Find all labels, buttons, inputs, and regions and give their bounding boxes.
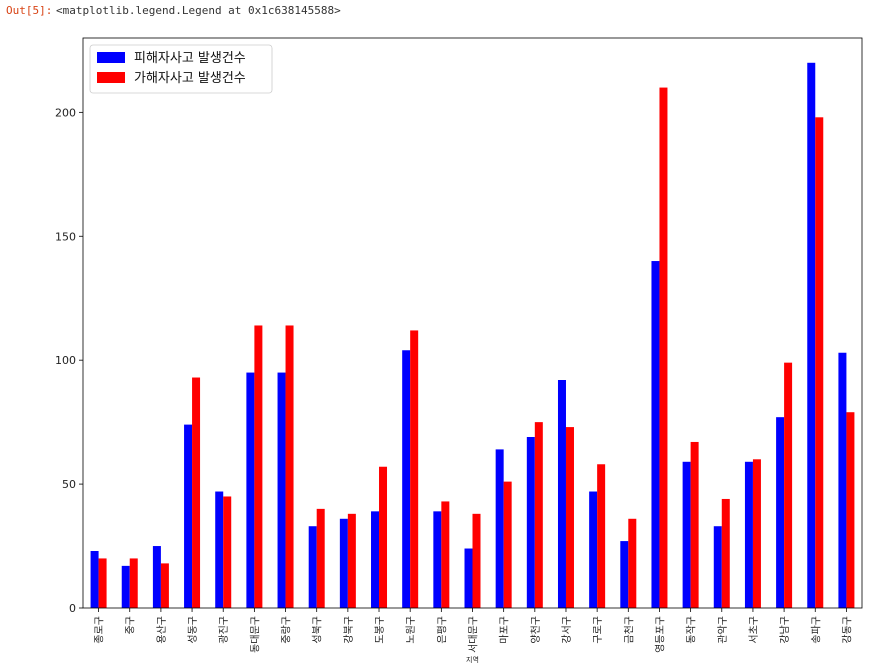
bar-victim-5	[246, 372, 255, 608]
x-axis: 종로구 중구 용산구 성동구 광진구 동대문구 중랑구 성북구 강북구 도봉구 노원구 은평구 서대문구…	[94, 608, 853, 653]
bar-offender-23	[815, 117, 824, 608]
bar-victim-13	[495, 449, 504, 608]
x-tick-label: 영등포구	[654, 616, 666, 653]
bar-offender-18	[659, 87, 668, 609]
bar-victim-23	[807, 62, 816, 609]
x-tick-label: 강북구	[343, 616, 355, 644]
bar-victim-15	[557, 380, 566, 608]
bar-offender-20	[721, 498, 730, 608]
bar-offender-8	[347, 513, 356, 608]
x-tick-label: 서초구	[748, 616, 760, 644]
x-tick-label: 중구	[125, 616, 137, 634]
x-tick-label: 동작구	[686, 616, 698, 644]
x-axis-label: 지역	[466, 655, 479, 664]
bar-offender-13	[503, 481, 512, 608]
bar-offender-9	[379, 466, 388, 608]
output-prompt: Out[5]:	[6, 4, 53, 17]
bar-offender-5	[254, 325, 263, 608]
x-tick-label: 광진구	[218, 616, 230, 644]
bar-victim-24	[838, 352, 847, 608]
bar-victim-14	[526, 437, 535, 608]
x-tick-label: 용산구	[156, 616, 168, 644]
legend-box	[89, 44, 273, 94]
x-tick-label: 금천구	[623, 616, 635, 644]
bar-victim-9	[371, 511, 380, 608]
bar-offender-1	[129, 558, 138, 608]
x-tick-label: 마포구	[499, 616, 511, 644]
x-tick-label: 구로구	[593, 616, 604, 644]
bar-victim-18	[651, 261, 660, 608]
bar-victim-10	[402, 350, 411, 608]
bar-victim-0	[90, 551, 99, 608]
bars-group	[90, 62, 855, 609]
bar-offender-22	[784, 362, 793, 608]
y-tick-label: 0	[69, 602, 76, 615]
bar-offender-14	[534, 422, 543, 608]
bar-victim-16	[589, 491, 598, 608]
bar-victim-19	[682, 461, 691, 608]
legend-label: 피해자사고 발생건수	[134, 51, 246, 66]
bar-offender-7	[316, 508, 325, 608]
bar-victim-17	[620, 541, 629, 608]
bar-victim-4	[215, 491, 224, 608]
x-tick-label: 강남구	[779, 616, 791, 644]
output-text: <matplotlib.legend.Legend at 0x1c6381455…	[56, 4, 341, 17]
legend-label: 가해자사고 발생건수	[134, 71, 246, 86]
bar-victim-3	[184, 424, 193, 608]
bar-offender-6	[285, 325, 294, 608]
bar-offender-15	[565, 427, 574, 608]
bar-victim-1	[121, 565, 130, 608]
bar-offender-0	[98, 558, 107, 608]
x-tick-label: 양천구	[530, 616, 542, 644]
bar-victim-8	[339, 518, 348, 608]
legend-swatch	[97, 72, 125, 83]
bar-victim-22	[776, 417, 785, 608]
bar-victim-6	[277, 372, 286, 608]
bar-offender-24	[846, 412, 855, 608]
x-tick-label: 은평구	[436, 616, 448, 644]
bar-offender-4	[223, 496, 232, 608]
bar-victim-2	[152, 546, 161, 608]
bar-offender-2	[160, 563, 169, 608]
bar-offender-12	[472, 513, 481, 608]
bar-offender-17	[628, 518, 637, 608]
bar-victim-7	[308, 526, 317, 608]
x-tick-label: 도봉구	[374, 616, 386, 644]
bar-offender-10	[410, 330, 419, 608]
bar-offender-16	[597, 464, 606, 608]
bar-victim-20	[713, 526, 722, 608]
y-tick-label: 150	[55, 230, 76, 243]
bar-offender-21	[752, 459, 761, 608]
plot-frame	[82, 37, 863, 609]
y-tick-label: 50	[62, 478, 76, 491]
bar-victim-12	[464, 548, 473, 608]
bar-victim-21	[744, 461, 753, 608]
x-tick-label: 서대문구	[468, 616, 480, 653]
bar-offender-11	[441, 501, 450, 608]
x-tick-label: 성동구	[187, 616, 199, 644]
y-axis: 0 50 100 150 200	[55, 106, 83, 615]
x-tick-label: 강서구	[561, 616, 573, 644]
legend-swatch	[97, 52, 125, 63]
bar-offender-3	[192, 377, 201, 608]
y-tick-label: 100	[55, 354, 76, 367]
x-tick-label: 중랑구	[281, 616, 293, 644]
y-tick-label: 200	[55, 106, 76, 119]
x-tick-label: 송파구	[810, 616, 822, 644]
bar-victim-11	[433, 511, 442, 608]
x-tick-label: 강동구	[841, 616, 853, 644]
x-tick-label: 노원구	[405, 616, 417, 644]
x-tick-label: 종로구	[94, 616, 106, 644]
x-tick-label: 관악구	[717, 616, 729, 644]
x-tick-label: 성북구	[312, 616, 324, 644]
bar-offender-19	[690, 441, 699, 608]
x-tick-label: 동대문구	[249, 616, 261, 653]
